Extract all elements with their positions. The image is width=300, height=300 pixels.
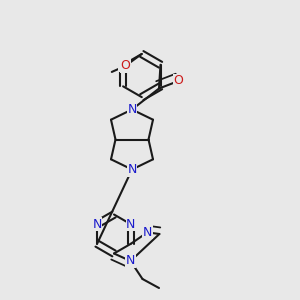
Text: O: O [174, 74, 183, 88]
Text: N: N [92, 218, 102, 231]
Text: N: N [127, 103, 137, 116]
Text: N: N [126, 254, 135, 268]
Text: N: N [127, 163, 137, 176]
Text: N: N [118, 58, 128, 71]
Text: N: N [143, 226, 152, 239]
Text: O: O [120, 59, 130, 72]
Text: N: N [126, 218, 136, 231]
